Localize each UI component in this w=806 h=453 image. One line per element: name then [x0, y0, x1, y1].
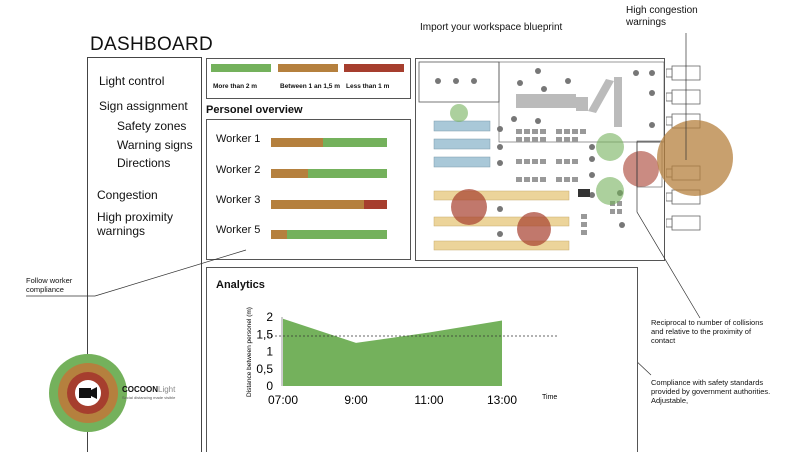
x-tick-label: 9:00: [344, 393, 368, 407]
logo-rings: [49, 354, 127, 432]
logo: [48, 353, 128, 433]
camera-icon: [79, 387, 97, 399]
worker-bar[interactable]: [271, 169, 387, 178]
worker-bar-segment: [271, 169, 309, 178]
y-tick-label: 1: [266, 345, 273, 359]
sidebar-item-high-proximity[interactable]: High proximity warnings: [97, 210, 174, 238]
worker-bar-segment: [308, 169, 387, 178]
y-axis-label: Distance between personel (m): [246, 307, 253, 397]
import-blueprint-label[interactable]: Import your workspace blueprint: [420, 22, 563, 33]
reciprocal-annotation: Reciprocal to number of collisions and r…: [651, 318, 764, 345]
y-tick-label: 2: [266, 310, 273, 324]
worker-label: Worker 5: [216, 224, 261, 236]
legend-label-less-1m: Less than 1 m: [346, 83, 390, 90]
personnel-title: Personel overview: [206, 104, 303, 116]
worker-bar-segment: [271, 138, 324, 147]
x-tick-label: 11:00: [414, 393, 443, 407]
distance-chart[interactable]: 0 0,5 1 1,5 2 07:00 9:00 11:00 13:00 Time Distance…: [207, 268, 639, 453]
logo-brand: COCOONLight: [122, 385, 176, 394]
worker-bar-segment: [323, 138, 387, 147]
worker-bar-segment: [271, 200, 364, 209]
sidebar: Light control Sign assignment Safety zon…: [87, 57, 202, 452]
congestion-circle[interactable]: [655, 118, 735, 198]
sidebar-item-safety-zones[interactable]: Safety zones: [117, 119, 187, 133]
analytics-panel: Analytics 0 0,5 1 1,5 2 07:00 9:00 11:00 13:00 Ti…: [206, 267, 638, 452]
y-tick-label: 0: [266, 379, 273, 393]
analytics-title: Analytics: [216, 279, 265, 291]
sidebar-item-sign-assignment[interactable]: Sign assignment: [99, 99, 188, 113]
y-tick-label: 1,5: [256, 327, 273, 341]
worker-bar-segment: [363, 200, 387, 209]
legend-swatch-green: [211, 64, 271, 72]
y-tick-label: 0,5: [256, 362, 273, 376]
sidebar-item-congestion[interactable]: Congestion: [97, 188, 158, 202]
follow-annotation: Follow worker compliance: [26, 276, 73, 294]
sidebar-item-warning-signs[interactable]: Warning signs: [117, 138, 193, 152]
legend-swatch-red: [344, 64, 404, 72]
chart-area: [283, 318, 502, 386]
worker-bar[interactable]: [271, 200, 387, 209]
worker-label: Worker 1: [216, 133, 261, 145]
x-axis-label: Time: [542, 394, 557, 401]
x-tick-label: 13:00: [487, 393, 517, 407]
legend-label-more-2m: More than 2 m: [213, 83, 258, 90]
floor-plan: [418, 61, 665, 251]
worker-label: Worker 3: [216, 194, 261, 206]
compliance-annotation: Compliance with safety standards provide…: [651, 378, 771, 405]
sidebar-item-directions[interactable]: Directions: [117, 156, 171, 170]
worker-bar-segment: [287, 230, 387, 239]
personnel-box: Worker 1 Worker 2 Worker 3 Worker 5: [206, 119, 411, 260]
blueprint-panel[interactable]: [415, 58, 665, 261]
worker-label: Worker 2: [216, 164, 261, 176]
sidebar-item-light-control[interactable]: Light control: [99, 74, 165, 88]
congestion-warnings-label: High congestion warnings: [626, 5, 698, 28]
logo-tagline: Social distancing made visible: [122, 395, 176, 400]
page-title: DASHBOARD: [90, 34, 214, 55]
worker-bar[interactable]: [271, 138, 387, 147]
x-tick-label: 07:00: [268, 393, 298, 407]
legend-box: More than 2 m Between 1 an 1,5 m Less th…: [206, 58, 411, 99]
worker-bar-segment: [271, 230, 288, 239]
worker-bar[interactable]: [271, 230, 387, 239]
legend-label-1-1-5m: Between 1 an 1,5 m: [280, 83, 340, 90]
legend-swatch-brown: [278, 64, 338, 72]
